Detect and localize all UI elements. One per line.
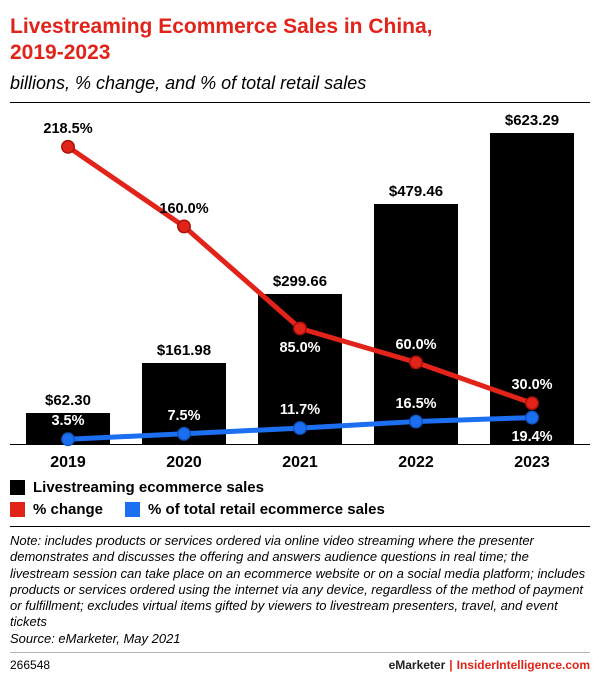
pct-change-line-point-2019 <box>61 140 75 155</box>
bar-value-label-2023: $623.29 <box>504 111 560 129</box>
retail-share-label-2019: 3.5% <box>51 413 85 430</box>
bar-value-label-2021: $299.66 <box>272 273 328 291</box>
legend-swatch-pct-change <box>10 502 25 518</box>
retail-share-line-point-2020 <box>177 427 191 441</box>
legend-label-pct-change: % change <box>33 501 104 519</box>
bar-value-label-2022: $479.46 <box>388 183 444 201</box>
note-divider <box>10 526 590 528</box>
x-axis-label-2021: 2021 <box>282 454 318 472</box>
x-axis-label-2020: 2020 <box>166 454 202 472</box>
retail-share-label-2023: 19.4% <box>511 428 553 445</box>
header-divider <box>10 102 590 104</box>
pct-change-line <box>66 144 533 406</box>
pct-change-line-point-2020 <box>177 219 191 234</box>
x-axis-label-2022: 2022 <box>398 454 434 472</box>
legend-row-2: % change % of total retail ecommerce sal… <box>10 501 590 518</box>
retail-share-line-point-2021 <box>293 421 307 436</box>
legend-swatch-retail-share <box>125 502 141 518</box>
pct-change-line-point-2022 <box>409 355 423 370</box>
legend: Livestreaming ecommerce sales % change %… <box>10 479 590 518</box>
retail-share-line-point-2019 <box>61 432 75 447</box>
pct-change-label-2022: 60.0% <box>395 336 437 353</box>
pct-change-label-2021: 85.0% <box>279 339 321 356</box>
title-line-1: Livestreaming Ecommerce Sales in China, <box>10 15 433 38</box>
brand-pipe: | <box>449 657 453 672</box>
bar-2022 <box>374 204 458 445</box>
pct-change-label-2020: 160.0% <box>159 200 209 217</box>
brand-emarketer: eMarketer <box>388 657 446 672</box>
pct-change-line-point-2023 <box>525 396 539 411</box>
brand-site-link[interactable]: InsiderIntelligence.com <box>456 657 590 672</box>
pct-change-label-2019: 218.5% <box>43 121 93 138</box>
bar-value-label-2019: $62.30 <box>45 392 91 410</box>
retail-share-line-point-2022 <box>409 414 423 429</box>
footer: 266548 eMarketer | InsiderIntelligence.com <box>10 658 590 672</box>
source-text: Source: eMarketer, May 2021 <box>10 630 181 646</box>
x-axis-label-2019: 2019 <box>50 454 86 472</box>
chart-id: 266548 <box>10 657 51 672</box>
retail-share-line-point-2023 <box>525 410 539 425</box>
page-title: Livestreaming Ecommerce Sales in China, … <box>10 14 590 65</box>
legend-swatch-sales <box>10 480 25 496</box>
lines-layer <box>61 140 539 447</box>
pct-change-label-2023: 30.0% <box>511 377 553 394</box>
legend-row-1: Livestreaming ecommerce sales <box>10 479 590 496</box>
bar-2021 <box>258 294 342 445</box>
legend-label-retail-share: % of total retail ecommerce sales <box>148 501 385 519</box>
pct-change-line-point-2021 <box>293 321 307 336</box>
page-subtitle: billions, % change, and % of total retai… <box>10 73 367 94</box>
retail-share-label-2020: 7.5% <box>167 408 201 425</box>
retail-share-label-2022: 16.5% <box>395 395 437 412</box>
x-axis-line <box>10 444 590 446</box>
chart-area: $62.30 $161.98 $299.66 $479.46 $623.29 218.5%… <box>10 109 590 474</box>
title-line-2: 2019-2023 <box>10 40 111 64</box>
retail-share-label-2021: 11.7% <box>279 402 321 419</box>
footer-divider <box>10 651 590 653</box>
x-axis-label-2023: 2023 <box>514 454 550 472</box>
footer-brandline: eMarketer | InsiderIntelligence.com <box>389 658 590 672</box>
bar-value-label-2020: $161.98 <box>156 342 212 360</box>
legend-label-sales: Livestreaming ecommerce sales <box>33 479 264 497</box>
note-text: Note: includes products or services orde… <box>10 533 586 630</box>
